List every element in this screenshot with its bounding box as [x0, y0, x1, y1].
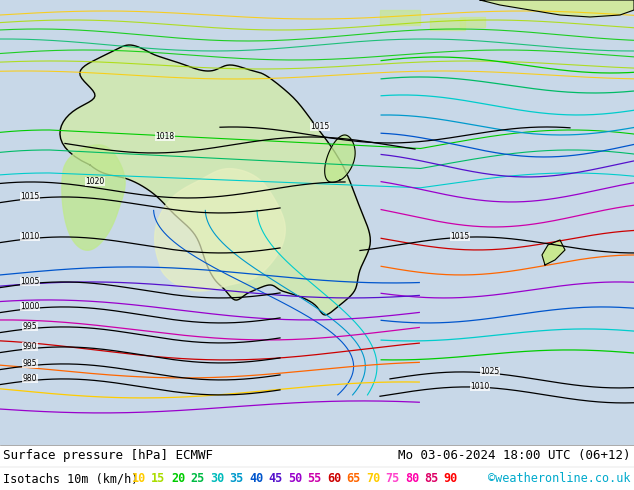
Text: 995: 995	[23, 322, 37, 331]
Text: 30: 30	[210, 472, 224, 486]
Text: 1010: 1010	[20, 232, 39, 241]
Text: 35: 35	[230, 472, 243, 486]
Text: 1020: 1020	[86, 177, 105, 186]
Text: Mo 03-06-2024 18:00 UTC (06+12): Mo 03-06-2024 18:00 UTC (06+12)	[399, 449, 631, 463]
Text: 1015: 1015	[20, 192, 39, 201]
Text: 10: 10	[132, 472, 146, 486]
Text: 50: 50	[288, 472, 302, 486]
Text: 1010: 1010	[470, 382, 489, 391]
Text: Surface pressure [hPa] ECMWF: Surface pressure [hPa] ECMWF	[3, 449, 213, 463]
Text: 1015: 1015	[450, 232, 470, 241]
Text: 15: 15	[152, 472, 165, 486]
Text: 20: 20	[171, 472, 185, 486]
Text: 70: 70	[366, 472, 380, 486]
Text: 1018: 1018	[155, 132, 174, 141]
Text: 60: 60	[327, 472, 341, 486]
Text: 1015: 1015	[311, 122, 330, 131]
Text: 1005: 1005	[20, 277, 40, 286]
Polygon shape	[380, 10, 420, 25]
Text: 40: 40	[249, 472, 263, 486]
Text: 985: 985	[23, 359, 37, 368]
Text: 1025: 1025	[481, 367, 500, 376]
Text: 90: 90	[444, 472, 458, 486]
Polygon shape	[325, 135, 355, 182]
Text: 980: 980	[23, 374, 37, 383]
Text: 85: 85	[424, 472, 439, 486]
Polygon shape	[60, 45, 370, 315]
Text: 25: 25	[190, 472, 205, 486]
Text: 80: 80	[405, 472, 419, 486]
Text: 75: 75	[385, 472, 399, 486]
Polygon shape	[480, 0, 634, 17]
Polygon shape	[542, 240, 565, 265]
Text: 45: 45	[268, 472, 283, 486]
Polygon shape	[430, 18, 465, 30]
Text: 1000: 1000	[20, 302, 40, 311]
Text: 55: 55	[307, 472, 321, 486]
Polygon shape	[62, 145, 125, 250]
Text: ©weatheronline.co.uk: ©weatheronline.co.uk	[488, 472, 630, 486]
Polygon shape	[155, 169, 285, 291]
Polygon shape	[460, 17, 485, 27]
Text: 65: 65	[346, 472, 361, 486]
Text: 990: 990	[23, 342, 37, 351]
Text: Isotachs 10m (km/h): Isotachs 10m (km/h)	[3, 472, 138, 486]
